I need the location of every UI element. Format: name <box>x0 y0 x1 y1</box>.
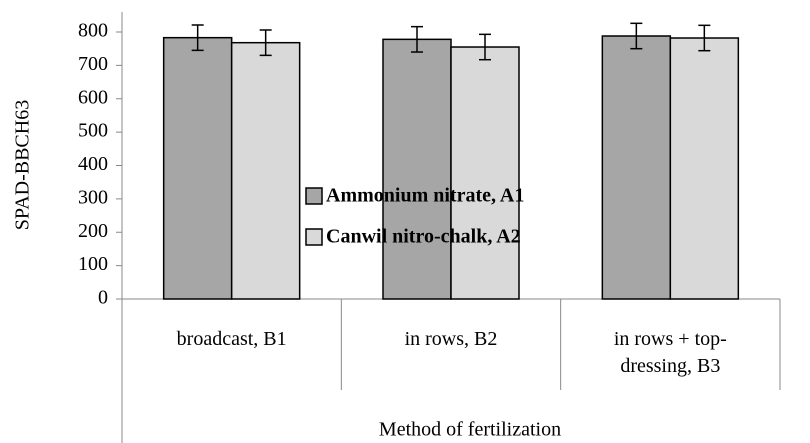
x-tick-label: in rows + top-dressing, B3 <box>613 328 727 377</box>
bar <box>601 35 672 300</box>
legend-swatch <box>305 228 323 246</box>
y-tick-label: 800 <box>78 20 108 42</box>
y-axis-label: SPAD-BBCH63 <box>12 100 34 230</box>
legend-swatch <box>305 187 323 205</box>
x-axis-label: Method of fertilization <box>379 419 561 441</box>
y-tick-label: 200 <box>78 220 108 242</box>
bar <box>162 36 233 300</box>
y-tick-label: 700 <box>78 53 108 75</box>
legend-label: Canwil nitro-chalk, A2 <box>326 226 521 248</box>
y-tick-label: 0 <box>98 287 108 309</box>
y-tick-label: 400 <box>78 153 108 175</box>
y-tick-label: 300 <box>78 186 108 208</box>
bar <box>382 38 452 300</box>
bar <box>450 46 520 300</box>
y-tick-label: 500 <box>78 120 108 142</box>
x-tick-label: in rows, B2 <box>404 328 498 350</box>
bar <box>669 37 740 300</box>
x-tick-label: broadcast, B1 <box>176 328 287 350</box>
y-tick-label: 100 <box>78 253 108 275</box>
bar <box>230 41 301 300</box>
legend-label: Ammonium nitrate, A1 <box>326 185 524 207</box>
y-tick-label: 600 <box>78 86 108 108</box>
